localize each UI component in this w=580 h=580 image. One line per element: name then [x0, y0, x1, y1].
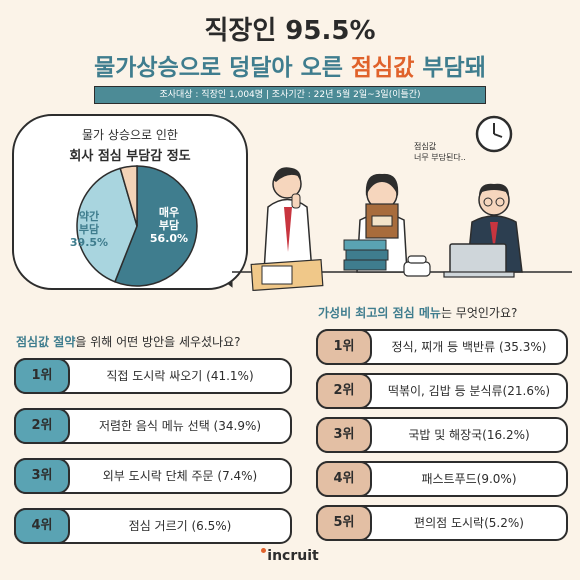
rank-badge: 2위 [14, 408, 70, 444]
rank-badge: 4위 [316, 461, 372, 497]
pie-slice-0 [113, 165, 198, 287]
worker-thought-line1: 점심값 [414, 141, 437, 151]
rank-badge: 2위 [316, 373, 372, 409]
rank-badge: 3위 [14, 458, 70, 494]
pie-slice-1 [76, 167, 138, 283]
man-with-laptop-figure [443, 183, 523, 278]
rank-text: 편의점 도시락(5.2%) [414, 516, 524, 530]
subtitle-suffix: 부담돼 [414, 55, 486, 81]
rank-text: 외부 도시락 단체 주문 (7.4%) [102, 469, 258, 483]
pie-label-0-line3: 56.0% [150, 232, 188, 245]
logo-text: incruit [267, 548, 319, 564]
left-rank-item: 1위 직접 도시락 싸오기 (41.1%) [14, 358, 292, 394]
rank-text: 점심 거르기 (6.5%) [128, 519, 232, 533]
rank-badge: 3위 [316, 417, 372, 453]
rank-text: 저렴한 음식 메뉴 선택 (34.9%) [98, 419, 262, 433]
survey-info-bar: 조사대상 : 직장인 1,004명 | 조사기간 : 22년 5월 2일~3일(… [94, 86, 486, 104]
saving-question-bold: 점심값 절약 [16, 335, 76, 349]
right-rank-item: 2위 떡볶이, 김밥 등 분식류(21.6%) [316, 373, 568, 409]
worker-thought-line2: 너무 부담된다.. [414, 152, 466, 162]
pie-subtitle: 물가 상승으로 인한 [82, 128, 178, 142]
pie-label-1-line3: 39.5% [70, 236, 108, 249]
papers-icon [250, 258, 324, 292]
rank-badge: 4위 [14, 508, 70, 544]
saving-plan-question: 점심값 절약을 위해 어떤 방안을 세우셨나요? [16, 333, 241, 350]
saving-question-rest: 을 위해 어떤 방안을 세우셨나요? [75, 335, 241, 349]
pie-label-0-line2: 부담 [159, 218, 179, 232]
left-rank-item: 3위 외부 도시락 단체 주문 (7.4%) [14, 458, 292, 494]
subtitle-prefix: 물가상승으로 덩달아 오른 [94, 55, 351, 81]
pie-slice-2 [119, 165, 138, 227]
right-rank-item: 1위 정식, 찌개 등 백반류 (35.3%) [316, 329, 568, 365]
rank-text: 정식, 찌개 등 백반류 (35.3%) [391, 340, 547, 354]
rank-text: 떡볶이, 김밥 등 분식류(21.6%) [387, 384, 551, 398]
right-rank-item: 3위 국밥 및 해장국(16.2%) [316, 417, 568, 453]
rank-text: 국밥 및 해장국(16.2%) [408, 428, 530, 442]
rank-badge: 1위 [14, 358, 70, 394]
binders-icon [343, 239, 389, 271]
pie-label-1-line2: 부담 [79, 222, 99, 236]
menu-question-rest: 는 무엇인가요? [440, 306, 518, 320]
left-rank-item: 4위 점심 거르기 (6.5%) [14, 508, 292, 544]
right-rank-item: 4위 패스트푸드(9.0%) [316, 461, 568, 497]
main-title: 직장인 95.5% [204, 16, 376, 46]
rank-badge: 5위 [316, 505, 372, 541]
incruit-logo: incruit [0, 548, 580, 564]
subtitle-highlight: 점심값 [350, 55, 415, 81]
right-rank-item: 5위 편의점 도시락(5.2%) [316, 505, 568, 541]
left-rank-item: 2위 저렴한 음식 메뉴 선택 (34.9%) [14, 408, 292, 444]
main-subtitle: 물가상승으로 덩달아 오른 점심값 부담돼 [0, 48, 580, 82]
office-workers-illustration: 점심값 너무 부담된다.. [232, 115, 572, 292]
logo-dot-icon [261, 548, 267, 553]
best-menu-question: 가성비 최고의 점심 메뉴는 무엇인가요? [318, 304, 517, 321]
phone-icon [403, 255, 431, 277]
pie-label-0-line1: 매우 [159, 205, 179, 219]
rank-text: 직접 도시락 싸오기 (41.1%) [106, 369, 254, 383]
menu-question-bold: 가성비 최고의 점심 메뉴 [318, 306, 441, 320]
clock-icon [475, 115, 513, 153]
man-thinking-figure [263, 167, 313, 273]
rank-badge: 1위 [316, 329, 372, 365]
rank-text: 패스트푸드(9.0%) [421, 472, 517, 486]
pie-title: 회사 점심 부담감 정도 [69, 149, 191, 164]
pie-label-1-line1: 약간 [79, 209, 99, 223]
